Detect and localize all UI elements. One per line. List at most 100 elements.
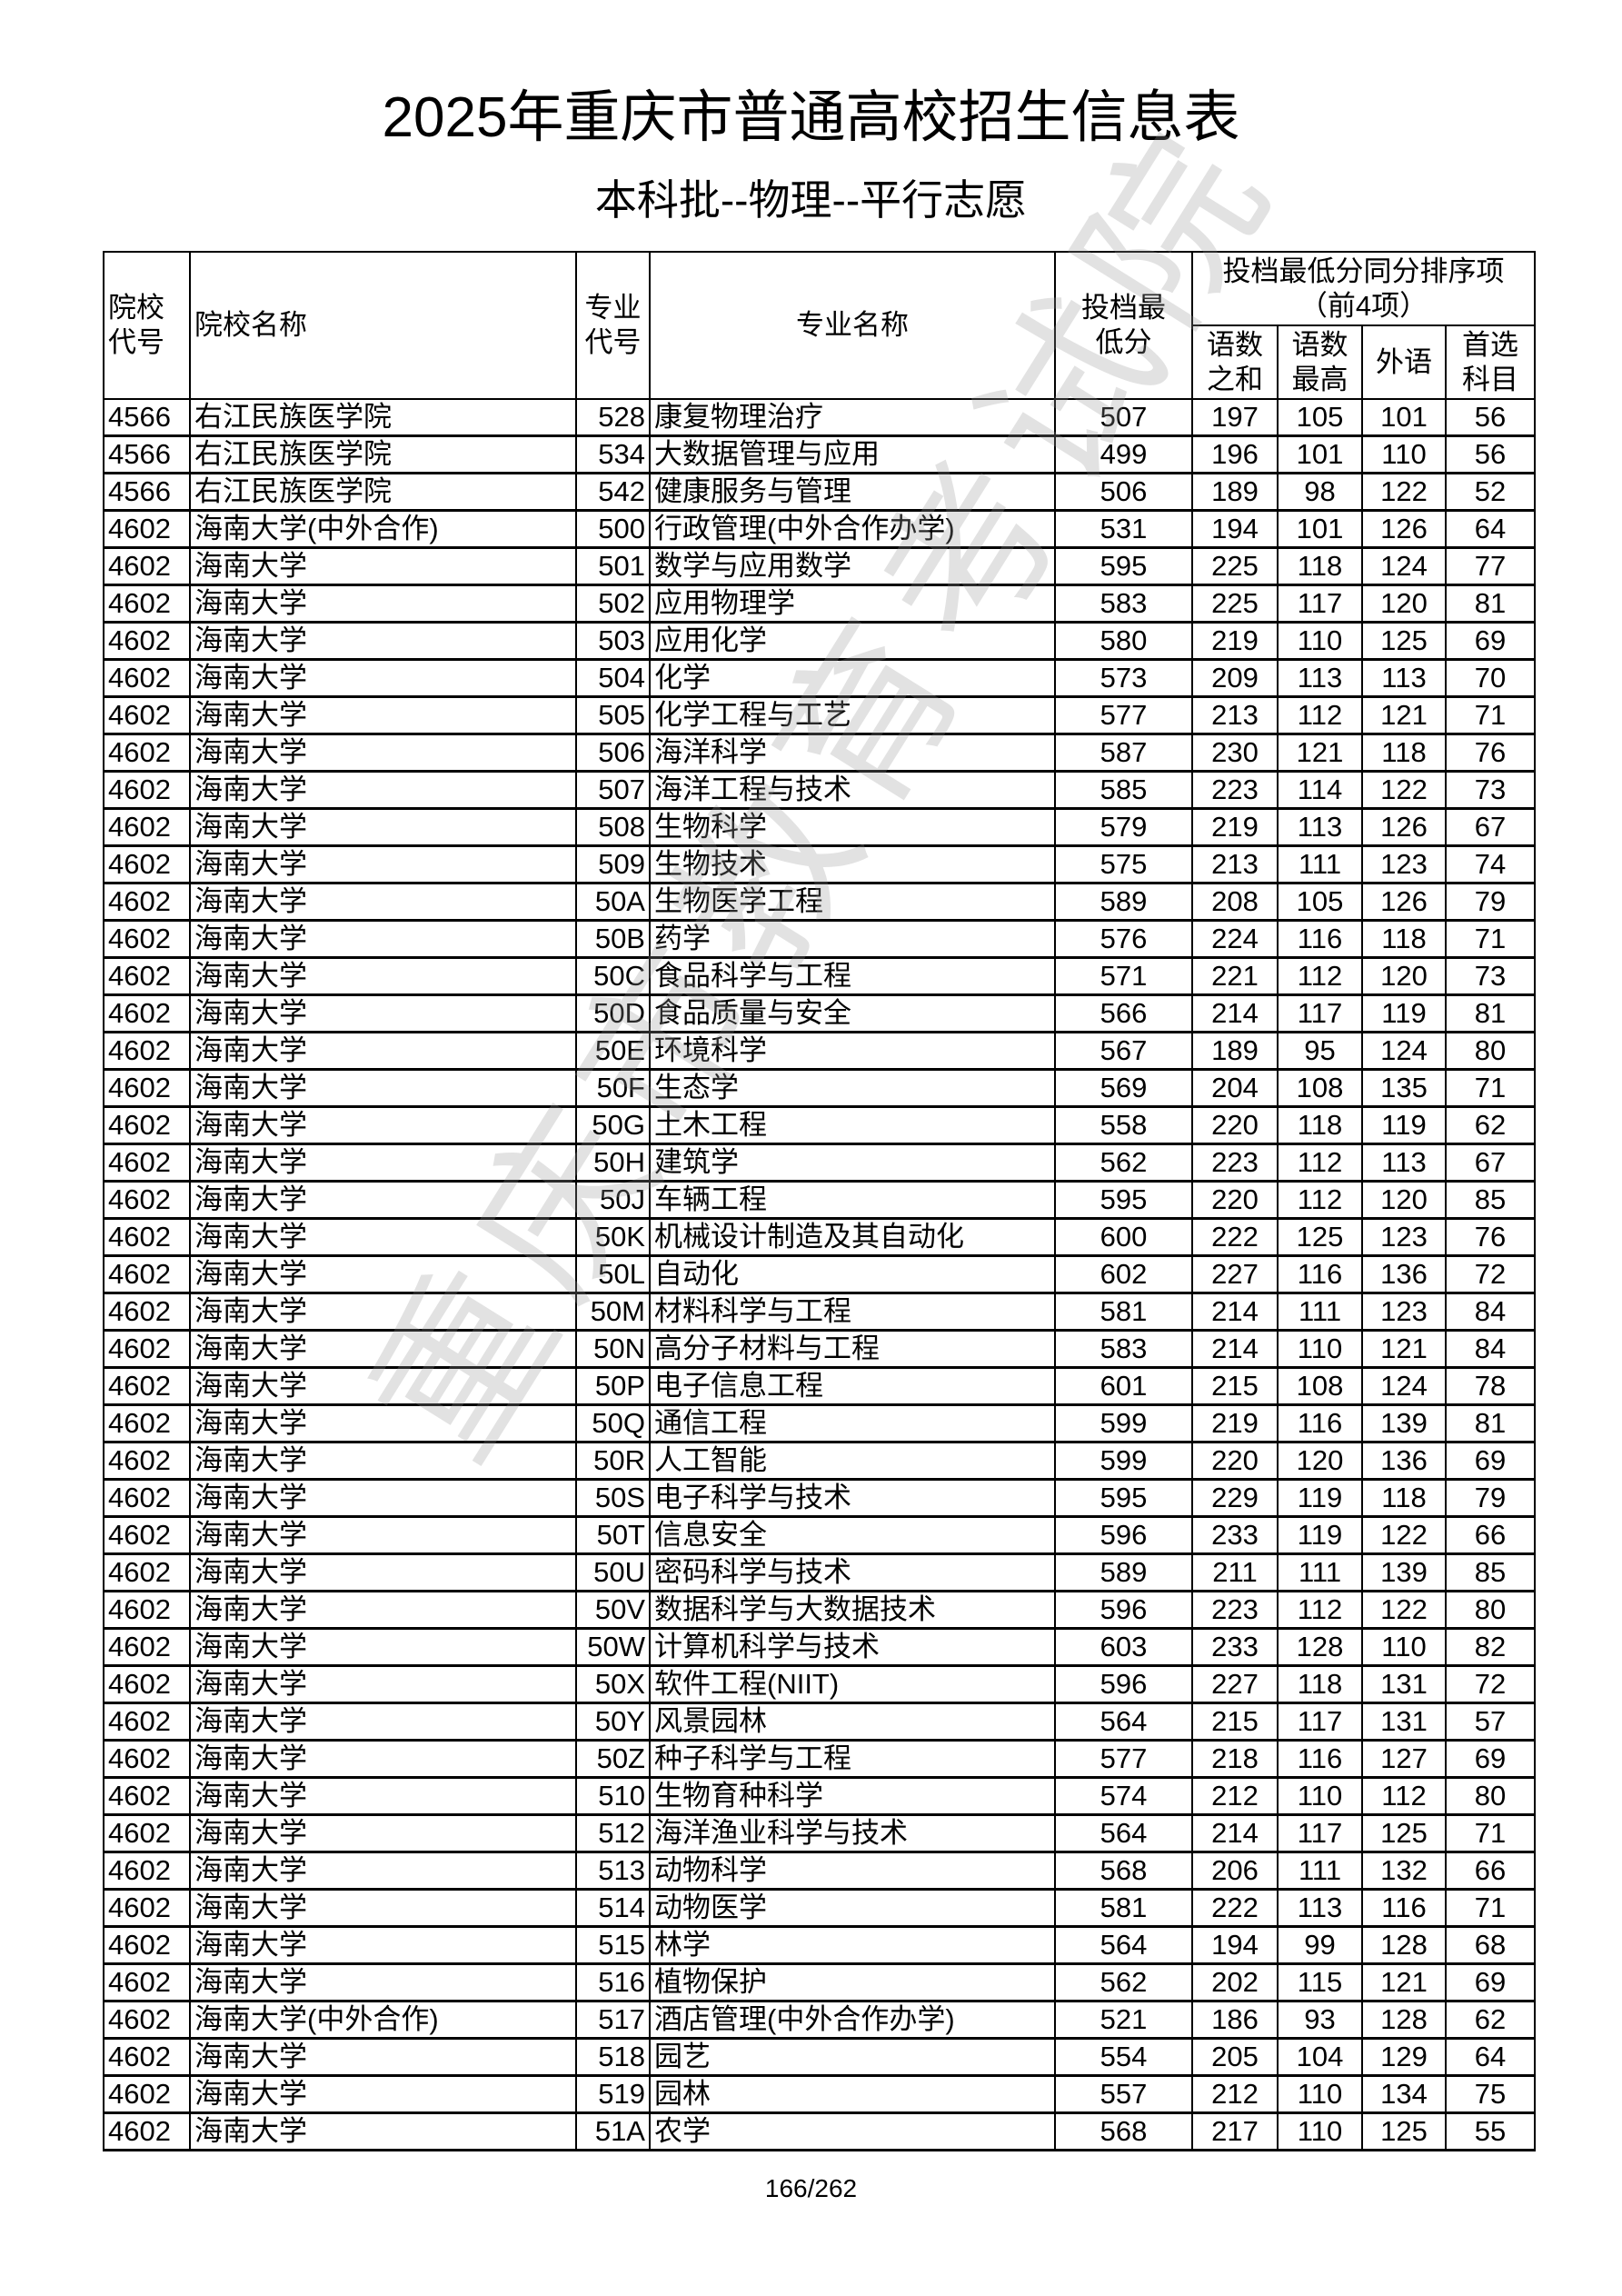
cell-school-code: 4602 <box>103 1329 191 1369</box>
cell-major-code: 503 <box>575 621 651 661</box>
cell-school-name: 海南大学 <box>189 844 577 884</box>
cell-major-name: 高分子材料与工程 <box>649 1329 1056 1369</box>
cell-major-name: 环境科学 <box>649 1031 1056 1071</box>
cell-major-name: 园林 <box>649 2074 1056 2114</box>
cell-chinese-math-sum: 217 <box>1191 2111 1279 2151</box>
cell-major-code: 50H <box>575 1143 651 1183</box>
cell-school-code: 4602 <box>103 584 191 624</box>
cell-foreign-language: 113 <box>1361 1143 1447 1183</box>
cell-first-subject: 81 <box>1445 993 1536 1033</box>
cell-first-subject: 81 <box>1445 584 1536 624</box>
cell-foreign-language: 139 <box>1361 1403 1447 1443</box>
cell-school-code: 4602 <box>103 1776 191 1816</box>
cell-school-name: 海南大学 <box>189 1515 577 1555</box>
cell-min-score: 554 <box>1054 2037 1193 2077</box>
cell-chinese-math-max: 116 <box>1277 1403 1363 1443</box>
cell-first-subject: 80 <box>1445 1590 1536 1630</box>
cell-major-code: 50W <box>575 1627 651 1667</box>
cell-major-code: 50Q <box>575 1403 651 1443</box>
cell-first-subject: 62 <box>1445 1105 1536 1145</box>
cell-school-code: 4602 <box>103 1813 191 1853</box>
table-row: 4602 海南大学 50L 自动化 602 227 116 136 72 <box>103 1254 1536 1294</box>
cell-chinese-math-max: 115 <box>1277 1962 1363 2002</box>
cell-major-code: 508 <box>575 807 651 847</box>
cell-foreign-language: 121 <box>1361 695 1447 735</box>
cell-major-code: 513 <box>575 1851 651 1891</box>
cell-school-code: 4602 <box>103 1143 191 1183</box>
cell-chinese-math-sum: 214 <box>1191 1329 1279 1369</box>
cell-major-name: 食品科学与工程 <box>649 956 1056 996</box>
cell-major-code: 509 <box>575 844 651 884</box>
cell-chinese-math-max: 110 <box>1277 1776 1363 1816</box>
cell-chinese-math-max: 116 <box>1277 1254 1363 1294</box>
cell-min-score: 564 <box>1054 1702 1193 1742</box>
cell-foreign-language: 122 <box>1361 1590 1447 1630</box>
cell-major-name: 材料科学与工程 <box>649 1292 1056 1332</box>
cell-min-score: 507 <box>1054 398 1193 437</box>
cell-chinese-math-max: 98 <box>1277 472 1363 512</box>
cell-chinese-math-max: 118 <box>1277 546 1363 586</box>
cell-chinese-math-sum: 227 <box>1191 1254 1279 1294</box>
cell-foreign-language: 120 <box>1361 1180 1447 1220</box>
cell-school-code: 4602 <box>103 956 191 996</box>
cell-school-name: 海南大学 <box>189 1478 577 1518</box>
table-row: 4566 右江民族医学院 528 康复物理治疗 507 197 105 101 56 <box>103 398 1536 437</box>
header-major-name: 专业名称 <box>649 251 1056 400</box>
cell-first-subject: 76 <box>1445 1217 1536 1257</box>
cell-first-subject: 77 <box>1445 546 1536 586</box>
cell-major-name: 生物技术 <box>649 844 1056 884</box>
cell-school-code: 4602 <box>103 993 191 1033</box>
cell-chinese-math-sum: 213 <box>1191 695 1279 735</box>
cell-foreign-language: 126 <box>1361 807 1447 847</box>
table-row: 4602 海南大学(中外合作) 500 行政管理(中外合作办学) 531 194 101 12… <box>103 509 1536 549</box>
header-school-code: 院校代号 <box>103 251 191 400</box>
header-school-name: 院校名称 <box>189 251 577 400</box>
cell-first-subject: 70 <box>1445 658 1536 698</box>
cell-chinese-math-sum: 206 <box>1191 1851 1279 1891</box>
cell-chinese-math-sum: 223 <box>1191 1143 1279 1183</box>
cell-school-name: 海南大学 <box>189 1627 577 1667</box>
cell-major-name: 生物医学工程 <box>649 882 1056 922</box>
cell-chinese-math-sum: 208 <box>1191 882 1279 922</box>
cell-major-code: 50E <box>575 1031 651 1071</box>
cell-first-subject: 79 <box>1445 882 1536 922</box>
cell-chinese-math-sum: 213 <box>1191 844 1279 884</box>
cell-foreign-language: 122 <box>1361 472 1447 512</box>
cell-first-subject: 79 <box>1445 1478 1536 1518</box>
cell-school-code: 4602 <box>103 1515 191 1555</box>
table-row: 4566 右江民族医学院 542 健康服务与管理 506 189 98 122 52 <box>103 472 1536 512</box>
cell-major-code: 50J <box>575 1180 651 1220</box>
table-row: 4602 海南大学 506 海洋科学 587 230 121 118 76 <box>103 733 1536 773</box>
cell-major-name: 机械设计制造及其自动化 <box>649 1217 1056 1257</box>
cell-min-score: 568 <box>1054 1851 1193 1891</box>
cell-chinese-math-max: 110 <box>1277 2074 1363 2114</box>
cell-major-name: 海洋工程与技术 <box>649 770 1056 810</box>
cell-major-name: 化学工程与工艺 <box>649 695 1056 735</box>
cell-chinese-math-sum: 222 <box>1191 1217 1279 1257</box>
cell-chinese-math-max: 110 <box>1277 621 1363 661</box>
cell-chinese-math-max: 116 <box>1277 919 1363 959</box>
table-row: 4602 海南大学 503 应用化学 580 219 110 125 69 <box>103 621 1536 661</box>
header-first-subject: 首选科目 <box>1445 324 1536 400</box>
cell-chinese-math-max: 120 <box>1277 1441 1363 1481</box>
cell-school-code: 4602 <box>103 1292 191 1332</box>
table-row: 4602 海南大学 516 植物保护 562 202 115 121 69 <box>103 1962 1536 2002</box>
cell-chinese-math-sum: 202 <box>1191 1962 1279 2002</box>
header-chinese-math-sum: 语数之和 <box>1191 324 1279 400</box>
cell-school-code: 4602 <box>103 1366 191 1406</box>
cell-min-score: 557 <box>1054 2074 1193 2114</box>
cell-min-score: 596 <box>1054 1664 1193 1704</box>
table-row: 4602 海南大学 508 生物科学 579 219 113 126 67 <box>103 807 1536 847</box>
table-row: 4602 海南大学 50W 计算机科学与技术 603 233 128 110 82 <box>103 1627 1536 1667</box>
cell-school-name: 海南大学 <box>189 1292 577 1332</box>
cell-chinese-math-sum: 229 <box>1191 1478 1279 1518</box>
cell-chinese-math-sum: 212 <box>1191 1776 1279 1816</box>
cell-min-score: 600 <box>1054 1217 1193 1257</box>
cell-first-subject: 55 <box>1445 2111 1536 2151</box>
cell-first-subject: 84 <box>1445 1329 1536 1369</box>
cell-chinese-math-max: 110 <box>1277 1329 1363 1369</box>
cell-first-subject: 71 <box>1445 1068 1536 1108</box>
cell-chinese-math-max: 101 <box>1277 434 1363 474</box>
cell-school-code: 4602 <box>103 733 191 773</box>
cell-foreign-language: 120 <box>1361 584 1447 624</box>
